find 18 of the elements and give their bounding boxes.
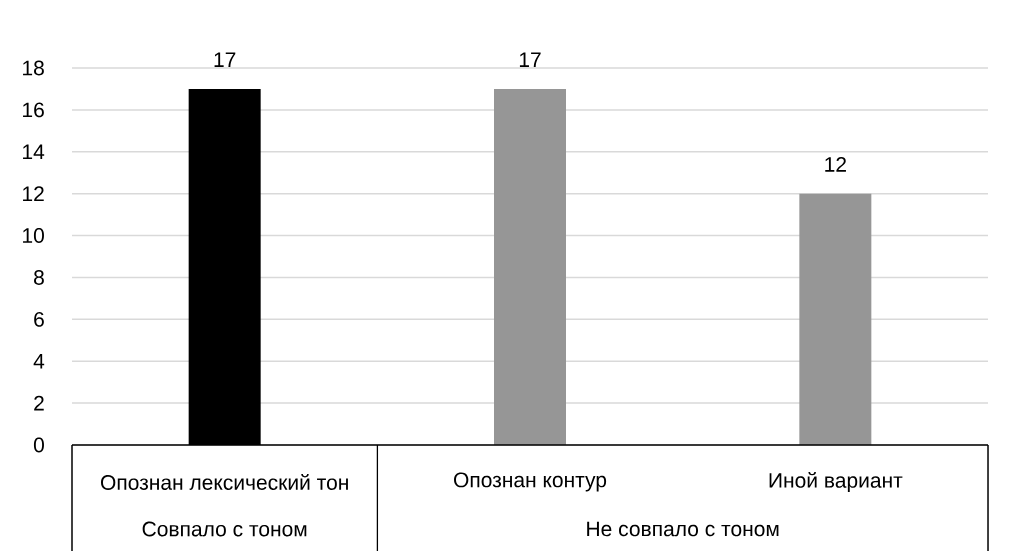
x-tick-label: Иной вариант: [769, 472, 903, 492]
y-tick-label: 12: [23, 186, 44, 201]
x-tick-label: Опознан контур: [454, 472, 607, 492]
data-label: 12: [825, 157, 846, 172]
y-tick-label: 2: [34, 395, 44, 411]
y-tick-label: 18: [23, 60, 44, 76]
data-label: 17: [519, 52, 541, 67]
x-tick-label: Опознан лексический тон: [100, 474, 348, 490]
y-tick-label: 16: [23, 102, 44, 118]
y-tick-label: 10: [23, 228, 44, 243]
y-tick-label: 4: [33, 354, 45, 369]
text: Не совпало с тоном: [587, 521, 779, 537]
y-tick-label: 8: [34, 270, 44, 285]
y-tick-label: 0: [33, 437, 44, 453]
data-label: 17: [214, 52, 236, 67]
text: Совпало с тоном: [142, 521, 307, 537]
y-tick-label: 6: [34, 311, 44, 327]
y-tick-label: 14: [23, 144, 45, 159]
